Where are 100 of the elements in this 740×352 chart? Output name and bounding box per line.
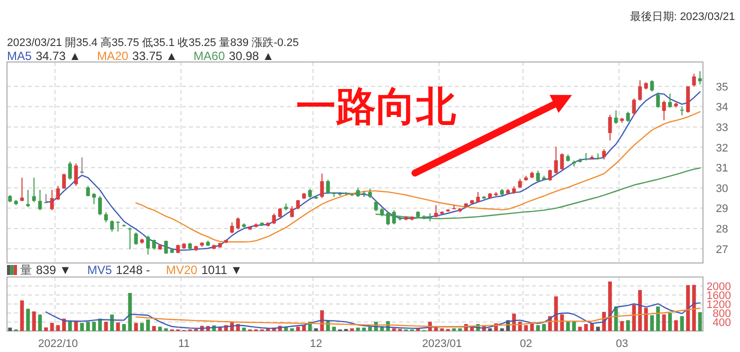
candlestick [290, 206, 294, 218]
bar [392, 328, 396, 331]
bar [590, 323, 594, 331]
bar [332, 326, 336, 331]
candlestick [86, 185, 90, 197]
candlestick [356, 187, 360, 198]
bar [680, 316, 684, 331]
bar [488, 328, 492, 331]
bar [74, 320, 78, 331]
candlestick [434, 204, 438, 218]
candlestick [518, 178, 522, 188]
bar [158, 326, 162, 331]
candlestick [626, 111, 630, 122]
bar [674, 320, 678, 331]
bar [134, 322, 138, 331]
bar [26, 308, 30, 331]
legend-label: 量 [20, 263, 32, 277]
bar [8, 328, 12, 331]
chart-title: 最後日期: 2023/03/21 [630, 11, 735, 23]
y-tick-label: 34 [716, 102, 728, 114]
bar [104, 322, 108, 331]
bar [68, 321, 72, 331]
candlestick [134, 232, 138, 246]
bar [530, 322, 534, 331]
candlestick [692, 73, 696, 87]
y-tick-label: 30 [716, 182, 728, 195]
bar [500, 328, 504, 331]
y-tick-label: 1200 [706, 299, 731, 311]
candlestick [560, 152, 564, 170]
bar [668, 313, 672, 331]
candlestick [20, 177, 24, 202]
y-tick-label: 28 [716, 223, 728, 236]
candlestick [374, 200, 378, 212]
bar [80, 322, 84, 331]
candlestick [650, 80, 654, 92]
bar [536, 325, 540, 331]
bar [662, 314, 666, 331]
text: MA60 [194, 49, 226, 63]
bar [458, 328, 462, 331]
bar [116, 322, 120, 331]
candlestick [68, 160, 72, 180]
candlestick [230, 222, 234, 234]
annotation: 30.98 ▲ [228, 49, 274, 63]
candlestick [614, 110, 618, 124]
annotation: 34.73 ▲ [36, 49, 81, 63]
candlestick [92, 192, 96, 205]
candlestick [146, 235, 150, 255]
candlestick [326, 179, 330, 194]
bar [356, 328, 360, 331]
candlestick [548, 169, 552, 182]
bar [608, 282, 612, 331]
y-tick-label: 800 [712, 308, 731, 320]
candlestick [98, 196, 102, 216]
bar [50, 322, 54, 331]
bar [32, 311, 36, 331]
candlestick [656, 92, 660, 108]
bar [524, 325, 528, 331]
y-tick-label: 32 [716, 142, 728, 154]
x-tick-label: 03 [616, 338, 628, 350]
y-tick-label: 29 [716, 203, 728, 216]
candlestick [110, 220, 114, 232]
bar [638, 290, 642, 331]
y-tick-label: 27 [716, 244, 728, 256]
line-series [45, 302, 701, 329]
bar [92, 322, 96, 331]
x-tick-label: 12 [310, 338, 322, 350]
candlestick [62, 173, 66, 190]
line-series [375, 167, 701, 220]
bar [572, 321, 576, 331]
candlestick [668, 93, 672, 108]
candlestick [278, 208, 282, 218]
candlestick [392, 210, 396, 225]
bar [656, 306, 660, 331]
bar [128, 292, 132, 331]
text: MV20 [166, 263, 198, 277]
candlestick [272, 212, 276, 225]
bar [566, 322, 570, 331]
bar [146, 320, 150, 331]
candlestick [236, 216, 240, 230]
x-tick-label: 2022/10 [38, 338, 78, 350]
bar [56, 325, 60, 331]
candlestick [554, 146, 558, 174]
annotation: 839 ▼ [36, 263, 72, 277]
bar [362, 328, 366, 331]
y-tick-label: 400 [712, 317, 731, 329]
bar [152, 326, 156, 331]
bar [122, 324, 126, 331]
text: MV5 [87, 263, 112, 277]
candlestick [80, 156, 84, 174]
bar [584, 324, 588, 331]
bar [596, 326, 600, 331]
candlestick [698, 70, 702, 85]
y-tick-label: 31 [716, 162, 728, 175]
candlestick [602, 148, 606, 160]
x-tick-label: 02 [520, 338, 532, 350]
bar [296, 326, 300, 331]
candlestick [662, 100, 666, 121]
bar [44, 327, 48, 331]
candlestick [56, 185, 60, 201]
bar [650, 315, 654, 331]
